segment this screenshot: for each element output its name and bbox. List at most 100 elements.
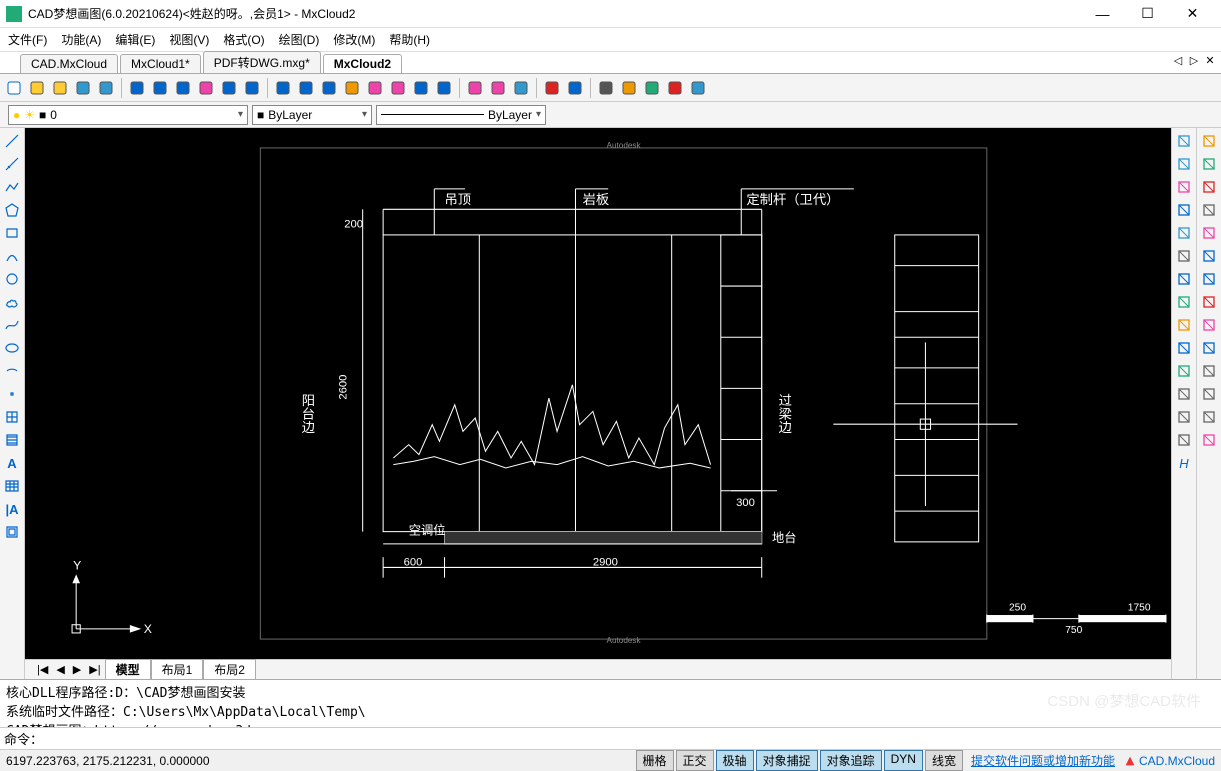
export-icon[interactable]	[688, 78, 708, 98]
dim-h-tool[interactable]	[1199, 361, 1219, 381]
copy-tool[interactable]	[1174, 131, 1194, 151]
status-toggle-栅格[interactable]: 栅格	[636, 750, 674, 771]
redo-icon[interactable]	[565, 78, 585, 98]
snap-tool[interactable]	[1199, 246, 1219, 266]
status-toggle-对象追踪[interactable]: 对象追踪	[820, 750, 882, 771]
www-icon[interactable]	[642, 78, 662, 98]
lineweight-icon[interactable]	[411, 78, 431, 98]
h-tool[interactable]: H	[1174, 453, 1194, 473]
dim-align-tool[interactable]	[1199, 384, 1219, 404]
doc-tab[interactable]: CAD.MxCloud	[20, 54, 118, 73]
feedback-link[interactable]: 提交软件问题或增加新功能	[971, 752, 1115, 769]
layout-tab[interactable]: 模型	[105, 659, 151, 680]
block-tool[interactable]	[2, 407, 22, 427]
zoom-prev-icon[interactable]	[242, 78, 262, 98]
redraw-icon[interactable]	[319, 78, 339, 98]
dim-v-tool[interactable]	[1174, 384, 1194, 404]
mirror-tool[interactable]	[1199, 154, 1219, 174]
menu-绘图(D)[interactable]: 绘图(D)	[279, 31, 320, 48]
hatch-tool[interactable]	[2, 430, 22, 450]
offset-tool[interactable]	[1174, 177, 1194, 197]
break-tool[interactable]	[1199, 292, 1219, 312]
zoom-in-icon[interactable]	[150, 78, 170, 98]
ellipse-tool[interactable]	[2, 338, 22, 358]
open-icon[interactable]	[27, 78, 47, 98]
dim-dia-tool[interactable]	[1174, 430, 1194, 450]
menu-格式(O)[interactable]: 格式(O)	[223, 31, 264, 48]
pdf-icon[interactable]	[665, 78, 685, 98]
menu-功能(A)[interactable]: 功能(A)	[61, 31, 101, 48]
mtext-tool[interactable]: |A	[2, 499, 22, 519]
drawing-canvas[interactable]: Autodesk Autodesk	[25, 128, 1171, 659]
linetype-combo[interactable]: ByLayer	[376, 105, 546, 125]
table-tool[interactable]	[2, 476, 22, 496]
menu-帮助(H)[interactable]: 帮助(H)	[389, 31, 430, 48]
palette-icon[interactable]	[388, 78, 408, 98]
tab-nav-btn[interactable]: ▷	[1187, 54, 1201, 67]
extend-tool[interactable]	[1199, 338, 1219, 358]
group-tool[interactable]	[1199, 223, 1219, 243]
close-button[interactable]: ✕	[1170, 0, 1215, 28]
dim1-tool[interactable]	[1174, 269, 1194, 289]
layout-nav[interactable]: ◀	[52, 663, 68, 676]
xline-tool[interactable]	[2, 154, 22, 174]
measure-icon[interactable]	[219, 78, 239, 98]
print-icon[interactable]	[596, 78, 616, 98]
rect-tool[interactable]	[2, 223, 22, 243]
undo-icon[interactable]	[542, 78, 562, 98]
plot-icon[interactable]	[619, 78, 639, 98]
dim-rad-tool[interactable]	[1199, 407, 1219, 427]
dim-ang-tool[interactable]	[1174, 407, 1194, 427]
clip-tool[interactable]	[1199, 315, 1219, 335]
revcloud-tool[interactable]	[2, 292, 22, 312]
menu-编辑(E)[interactable]: 编辑(E)	[115, 31, 155, 48]
dim2-tool[interactable]	[1199, 269, 1219, 289]
arc-tool[interactable]	[2, 246, 22, 266]
layer-combo[interactable]: ●☀■ 0	[8, 105, 248, 125]
color-combo[interactable]: ■ ByLayer	[252, 105, 372, 125]
status-toggle-线宽[interactable]: 线宽	[925, 750, 963, 771]
paste-tool[interactable]	[1199, 131, 1219, 151]
layout-tab[interactable]: 布局2	[203, 659, 256, 680]
new-icon[interactable]	[4, 78, 24, 98]
ltype-icon[interactable]	[434, 78, 454, 98]
props-icon[interactable]	[488, 78, 508, 98]
region-tool[interactable]	[2, 522, 22, 542]
doc-tab[interactable]: MxCloud2	[323, 54, 402, 73]
doc-tab[interactable]: MxCloud1*	[120, 54, 201, 73]
circle-tool[interactable]	[2, 269, 22, 289]
save-icon[interactable]	[73, 78, 93, 98]
join-tool[interactable]	[1174, 361, 1194, 381]
cut-tool[interactable]	[1174, 154, 1194, 174]
status-toggle-对象捕捉[interactable]: 对象捕捉	[756, 750, 818, 771]
menu-视图(V)[interactable]: 视图(V)	[169, 31, 209, 48]
rotate-tool[interactable]	[1199, 177, 1219, 197]
status-toggle-DYN[interactable]: DYN	[884, 750, 923, 771]
tab-nav-btn[interactable]: ◁	[1171, 54, 1185, 67]
text-tool[interactable]: A	[2, 453, 22, 473]
select-tool[interactable]	[1199, 200, 1219, 220]
maximize-button[interactable]: ☐	[1125, 0, 1170, 28]
view-icon[interactable]	[273, 78, 293, 98]
filter-tool[interactable]	[1174, 223, 1194, 243]
edit-icon[interactable]	[342, 78, 362, 98]
layout-tab[interactable]: 布局1	[151, 659, 204, 680]
point-tool[interactable]	[2, 384, 22, 404]
pan-icon[interactable]	[196, 78, 216, 98]
polygon-tool[interactable]	[2, 200, 22, 220]
zoom-ext-icon[interactable]	[173, 78, 193, 98]
layers-icon[interactable]	[365, 78, 385, 98]
explode-tool[interactable]	[1174, 315, 1194, 335]
menu-修改(M)[interactable]: 修改(M)	[333, 31, 375, 48]
zoom-win-icon[interactable]	[127, 78, 147, 98]
leader-tool[interactable]	[1199, 430, 1219, 450]
layout-nav[interactable]: ▶	[69, 663, 85, 676]
command-input[interactable]	[43, 731, 1217, 746]
menu-文件(F)[interactable]: 文件(F)	[8, 31, 47, 48]
options-icon[interactable]	[465, 78, 485, 98]
grid-tool[interactable]	[1174, 246, 1194, 266]
fillet-tool[interactable]	[1174, 200, 1194, 220]
arc2-tool[interactable]	[1174, 292, 1194, 312]
layout-nav[interactable]: ▶|	[85, 663, 104, 676]
trim-tool[interactable]	[1174, 338, 1194, 358]
